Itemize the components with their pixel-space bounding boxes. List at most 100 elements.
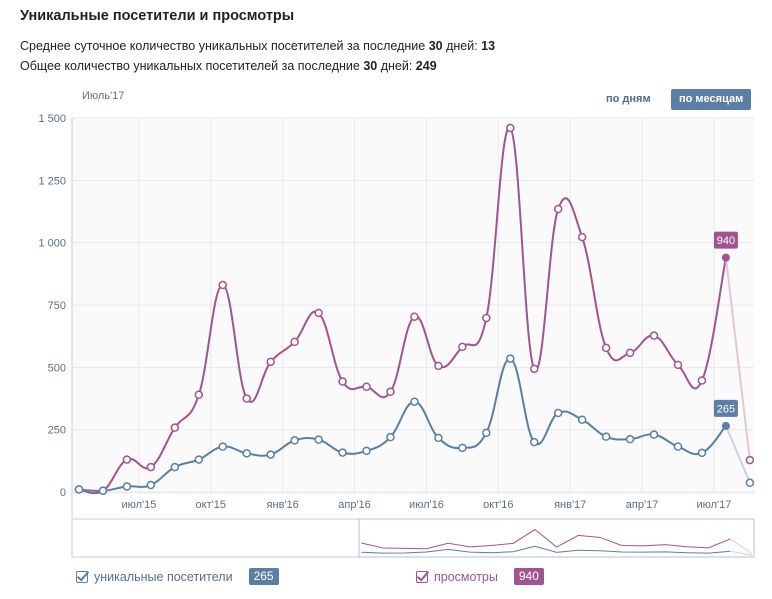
data-point[interactable] — [482, 313, 491, 323]
data-point[interactable] — [410, 397, 419, 406]
data-point[interactable] — [362, 382, 371, 392]
data-point[interactable] — [649, 331, 659, 340]
highlighted-point[interactable] — [721, 421, 730, 430]
data-point[interactable] — [577, 232, 587, 242]
data-point[interactable] — [529, 364, 539, 374]
data-point[interactable] — [553, 408, 563, 418]
data-point[interactable] — [434, 361, 443, 371]
avg-daily-visitors-stat: Среднее суточное количество уникальных п… — [20, 39, 495, 53]
value-tooltip — [713, 231, 738, 249]
navigator[interactable] — [71, 518, 755, 558]
data-point[interactable] — [218, 442, 228, 451]
data-point[interactable] — [745, 478, 755, 488]
data-point[interactable] — [506, 354, 515, 363]
x-tick-label: июл'17 — [696, 499, 731, 511]
navigator-line-views — [361, 528, 731, 550]
y-tick-label: 750 — [48, 300, 66, 312]
data-point[interactable] — [697, 376, 707, 385]
data-point[interactable] — [601, 432, 611, 441]
data-point[interactable] — [386, 387, 395, 397]
value-tooltip-label: 940 — [717, 235, 735, 247]
data-point[interactable] — [170, 423, 180, 432]
data-point[interactable] — [625, 434, 635, 444]
legend-item-views[interactable]: просмотры 940 — [416, 568, 544, 585]
data-point[interactable] — [194, 390, 204, 400]
visitors-value-badge: 265 — [248, 568, 279, 585]
data-point[interactable] — [577, 415, 587, 424]
data-point[interactable] — [314, 308, 323, 318]
stat-text: Общее количество уникальных посетителей … — [20, 59, 364, 73]
y-tick-label: 1 000 — [38, 238, 66, 250]
stat-value: 249 — [415, 59, 437, 73]
x-tick-label: апр'17 — [626, 499, 659, 511]
series-line-partial — [724, 257, 751, 461]
data-point[interactable] — [170, 462, 180, 472]
data-point[interactable] — [482, 428, 491, 438]
navigator-selection[interactable] — [358, 518, 755, 558]
data-point[interactable] — [242, 449, 251, 458]
stat-text: дней: — [442, 39, 482, 53]
data-point[interactable] — [242, 394, 251, 403]
data-point[interactable] — [458, 342, 467, 352]
data-point[interactable] — [745, 455, 755, 465]
data-point[interactable] — [74, 485, 84, 494]
data-point[interactable] — [290, 436, 299, 445]
data-point[interactable] — [290, 337, 299, 347]
data-point[interactable] — [122, 482, 132, 491]
data-point[interactable] — [673, 360, 683, 370]
navigator-line-partial — [730, 550, 753, 556]
data-point[interactable] — [146, 480, 156, 490]
by-days-button[interactable]: по дням — [606, 93, 651, 105]
data-point[interactable] — [146, 462, 156, 472]
value-tooltip-label: 265 — [717, 403, 735, 415]
data-point[interactable] — [601, 343, 611, 353]
data-point[interactable] — [673, 442, 683, 451]
x-tick-label: окт'16 — [483, 499, 513, 511]
page-title: Уникальные посетители и просмотры — [20, 8, 295, 24]
data-point[interactable] — [314, 435, 323, 444]
data-point[interactable] — [266, 357, 275, 367]
data-point[interactable] — [458, 443, 467, 453]
data-point[interactable] — [386, 432, 395, 442]
data-point[interactable] — [218, 280, 228, 290]
data-point[interactable] — [506, 123, 515, 133]
data-point[interactable] — [122, 455, 132, 464]
y-tick-label: 1 500 — [38, 113, 66, 125]
data-point[interactable] — [649, 430, 659, 439]
views-value-badge: 940 — [513, 568, 544, 585]
data-point[interactable] — [98, 486, 108, 496]
series-line-views — [78, 126, 727, 495]
x-tick-label: янв'17 — [554, 499, 586, 511]
stat-days: 30 — [363, 59, 378, 73]
data-point[interactable] — [529, 437, 539, 447]
navigator-line-visitors — [361, 545, 731, 554]
data-point[interactable] — [625, 348, 635, 358]
data-point[interactable] — [194, 455, 204, 464]
series-line-visitors — [78, 357, 727, 492]
total-visitors-stat: Общее количество уникальных посетителей … — [20, 59, 437, 73]
legend-item-visitors[interactable]: уникальные посетители 265 — [76, 568, 279, 585]
y-tick-label: 0 — [60, 487, 66, 499]
stat-text: Среднее суточное количество уникальных п… — [20, 39, 429, 53]
data-point[interactable] — [410, 312, 419, 321]
value-tooltip — [713, 399, 738, 417]
data-point[interactable] — [434, 433, 443, 443]
y-tick-label: 1 250 — [38, 175, 66, 187]
views-checkbox[interactable] — [416, 570, 428, 583]
stat-days: 30 — [428, 39, 443, 53]
navigator-line-partial — [730, 538, 753, 555]
highlighted-point[interactable] — [721, 253, 730, 262]
data-point[interactable] — [362, 446, 371, 456]
visitors-checkbox[interactable] — [76, 570, 88, 583]
data-point[interactable] — [553, 204, 563, 214]
y-tick-label: 500 — [48, 362, 66, 374]
x-tick-label: янв'16 — [267, 499, 299, 511]
data-point[interactable] — [697, 448, 707, 458]
data-point[interactable] — [266, 450, 275, 459]
data-point[interactable] — [338, 448, 347, 457]
x-tick-label: июл'16 — [409, 499, 444, 511]
by-months-button[interactable]: по месяцам — [671, 89, 752, 110]
y-tick-label: 250 — [48, 425, 66, 437]
data-point[interactable] — [338, 377, 347, 386]
